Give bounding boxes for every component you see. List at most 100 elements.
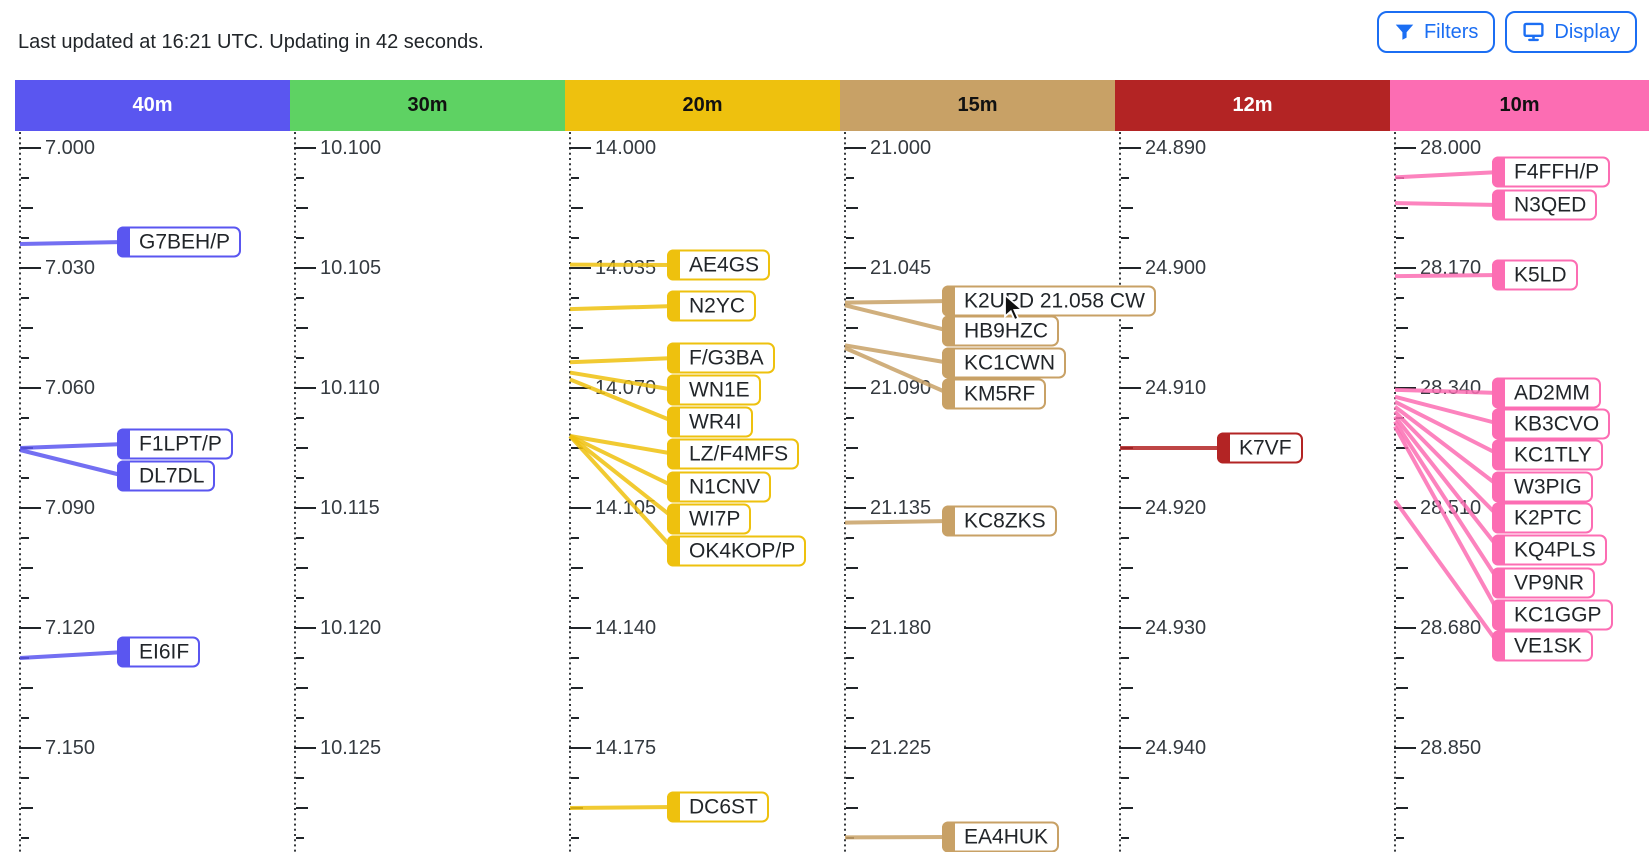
spot-HB9HZC[interactable]: HB9HZC (942, 315, 1060, 347)
spot-accent-bar (942, 347, 955, 379)
axis-major-label: 21.225 (870, 737, 931, 759)
spot-accent-bar (942, 285, 955, 317)
spot-accent-bar (1492, 189, 1505, 221)
spot-KC8ZKS[interactable]: KC8ZKS (942, 505, 1057, 537)
spot-WN1E[interactable]: WN1E (667, 374, 761, 406)
spot-connector-line (1394, 387, 1501, 395)
spot-DC6ST[interactable]: DC6ST (667, 791, 769, 823)
spot-callsign-label: AE4GS (689, 253, 760, 276)
spot-F4FFH/P[interactable]: F4FFH/P (1492, 156, 1611, 188)
spot-callsign-label: VP9NR (1514, 571, 1585, 594)
spot-connector-line (569, 370, 676, 392)
spot-callsign-label: WI7P (689, 507, 741, 530)
spot-LZ/F4MFS[interactable]: LZ/F4MFS (667, 438, 800, 470)
spot-accent-bar (1492, 534, 1505, 566)
spot-connector-line (1394, 273, 1501, 279)
spot-callsign-label: LZ/F4MFS (689, 442, 789, 465)
spot-callsign-label: VE1SK (1514, 634, 1582, 657)
spot-EI6IF[interactable]: EI6IF (117, 636, 201, 668)
spot-callsign-label: DC6ST (689, 795, 758, 818)
last-updated-status: Last updated at 16:21 UTC. Updating in 4… (18, 31, 484, 53)
axis-major-label: 24.930 (1145, 617, 1206, 639)
axis-major-label: 7.000 (45, 137, 95, 159)
spot-callsign-label: KB3CVO (1514, 412, 1600, 435)
spot-accent-bar (1492, 502, 1505, 534)
spot-callsign-label: HB9HZC (964, 319, 1049, 342)
spot-accent-bar (942, 505, 955, 537)
band-column-30m: 10.100 10.105 10.110 10.115 10.120 10.125 (294, 132, 381, 852)
spot-connector-line (569, 805, 676, 810)
display-monitor-icon (1522, 21, 1545, 43)
spot-callsign-label: KQ4PLS (1514, 538, 1596, 561)
spot-K5LD[interactable]: K5LD (1492, 259, 1578, 291)
axis-major-label: 14.035 (595, 257, 656, 279)
spot-KB3CVO[interactable]: KB3CVO (1492, 408, 1611, 440)
spot-accent-bar (1492, 408, 1505, 440)
spot-callsign-label: KC1GGP (1514, 603, 1602, 626)
spot-accent-bar (1492, 630, 1505, 662)
spot-accent-bar (667, 374, 680, 406)
spot-connector-line (844, 519, 951, 525)
spot-KC1GGP[interactable]: KC1GGP (1492, 599, 1613, 631)
spot-connector-line (569, 377, 676, 424)
spot-callsign-label: KC8ZKS (964, 509, 1046, 532)
spot-connector-line (1393, 410, 1502, 520)
spot-W3PIG[interactable]: W3PIG (1492, 471, 1593, 503)
display-button[interactable]: Display (1505, 11, 1637, 53)
spot-AD2MM[interactable]: AD2MM (1492, 377, 1601, 409)
spot-G7BEH/P[interactable]: G7BEH/P (117, 226, 242, 258)
axis-major-label: 10.110 (320, 377, 380, 399)
axis-major-label: 7.120 (45, 617, 95, 639)
spot-K2PTC[interactable]: K2PTC (1492, 502, 1593, 534)
spot-callsign-label: F1LPT/P (139, 432, 222, 455)
spot-connector-line (1394, 399, 1501, 457)
axis-major-label: 28.000 (1420, 137, 1481, 159)
axis-major-label: 24.910 (1145, 377, 1206, 399)
spot-K7VF[interactable]: K7VF (1217, 432, 1303, 464)
axis-major-label: 10.105 (320, 257, 381, 279)
spot-accent-bar (1492, 439, 1505, 471)
axis-major-label: 21.090 (870, 377, 931, 399)
spot-callsign-label: N2YC (689, 294, 746, 317)
axis-major-label: 21.135 (870, 497, 931, 519)
spot-N1CNV[interactable]: N1CNV (667, 471, 772, 503)
axis-major-label: 14.000 (595, 137, 656, 159)
spot-AE4GS[interactable]: AE4GS (667, 249, 771, 281)
spot-accent-bar (667, 503, 680, 535)
spot-DL7DL[interactable]: DL7DL (117, 460, 216, 492)
spot-VE1SK[interactable]: VE1SK (1492, 630, 1593, 662)
spot-accent-bar (1492, 471, 1505, 503)
spot-OK4KOP/P[interactable]: OK4KOP/P (667, 535, 807, 567)
axis-major-label: 14.175 (595, 737, 656, 759)
spot-N3QED[interactable]: N3QED (1492, 189, 1598, 221)
spot-connector-line (1393, 425, 1502, 616)
filters-button[interactable]: Filters (1376, 11, 1496, 53)
band-header-10m: 10m (1390, 80, 1649, 131)
spot-WR4I[interactable]: WR4I (667, 406, 753, 438)
spot-KM5RF[interactable]: KM5RF (942, 378, 1047, 410)
spot-F1LPT/P[interactable]: F1LPT/P (117, 428, 233, 460)
axis-major-label: 14.105 (595, 497, 656, 519)
spot-WI7P[interactable]: WI7P (667, 503, 752, 535)
spot-accent-bar (117, 226, 130, 258)
spot-K2UPD[interactable]: K2UPD 21.058 CW (942, 285, 1156, 317)
spot-KQ4PLS[interactable]: KQ4PLS (1492, 534, 1607, 566)
spot-EA4HUK[interactable]: EA4HUK (942, 821, 1060, 852)
spot-accent-bar (942, 378, 955, 410)
spot-connector-line (844, 343, 951, 365)
spot-F/G3BA[interactable]: F/G3BA (667, 342, 775, 374)
spot-callsign-label: G7BEH/P (139, 230, 231, 253)
spot-N2YC[interactable]: N2YC (667, 290, 757, 322)
spot-VP9NR[interactable]: VP9NR (1492, 567, 1596, 599)
spot-accent-bar (667, 249, 680, 281)
spot-callsign-label: AD2MM (1514, 381, 1590, 404)
spot-callsign-label: N1CNV (689, 475, 761, 498)
spot-callsign-label: F4FFH/P (1514, 160, 1600, 183)
axis-major-label: 28.850 (1420, 737, 1481, 759)
spot-KC1CWN[interactable]: KC1CWN (942, 347, 1067, 379)
spot-KC1TLY[interactable]: KC1TLY (1492, 439, 1603, 471)
